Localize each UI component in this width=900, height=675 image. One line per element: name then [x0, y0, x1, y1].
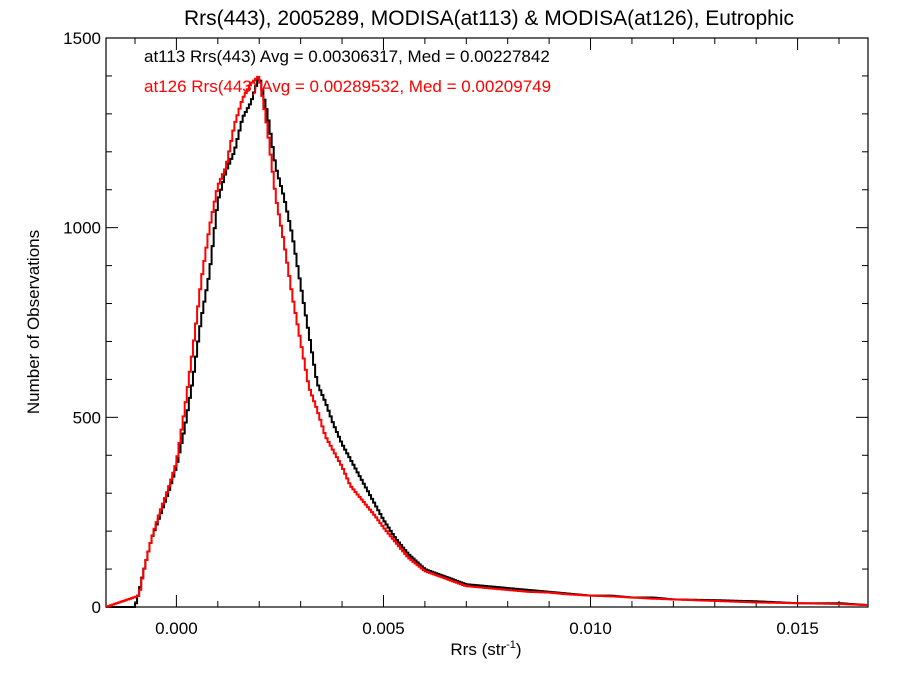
x-axis-label-main: Rrs (str [450, 640, 506, 659]
y-tick-label: 500 [73, 408, 101, 427]
series-layer [106, 75, 868, 608]
series-at126-line [106, 75, 868, 608]
x-tick-label: 0.015 [776, 619, 819, 638]
x-tick-label: 0.000 [155, 619, 198, 638]
y-tick-label: 1500 [63, 29, 101, 48]
y-tick-label: 1000 [63, 219, 101, 238]
annotation-at113: at113 Rrs(443) Avg = 0.00306317, Med = 0… [144, 47, 550, 66]
x-axis-label: Rrs (str-1) [450, 639, 521, 659]
chart-title: Rrs(443), 2005289, MODISA(at113) & MODIS… [184, 7, 794, 30]
series-at113-line [106, 78, 868, 608]
y-tick-labels: 0 500 1000 1500 [63, 29, 101, 617]
x-axis-label-superscript: -1 [506, 639, 516, 651]
x-tick-label: 0.005 [362, 619, 405, 638]
annotation-at126: at126 Rrs(443) Avg = 0.00289532, Med = 0… [144, 77, 551, 96]
x-tick-labels: 0.000 0.005 0.010 0.015 [155, 619, 819, 638]
y-axis-label: Number of Observations [24, 230, 43, 414]
plot-frame [105, 37, 869, 608]
x-tick-label: 0.010 [569, 619, 612, 638]
y-tick-label: 0 [92, 598, 101, 617]
x-axis-label-close: ) [516, 640, 522, 659]
axis-ticks [106, 37, 868, 608]
